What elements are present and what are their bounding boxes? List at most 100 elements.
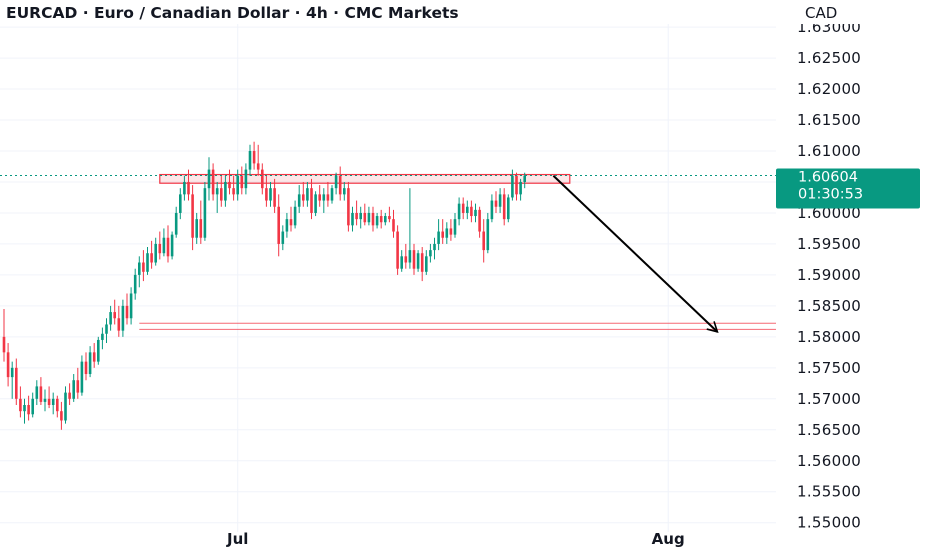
- candle[interactable]: [470, 200, 473, 223]
- candle[interactable]: [445, 222, 449, 244]
- candle[interactable]: [72, 374, 75, 402]
- candles-layer[interactable]: [2, 141, 526, 430]
- candle[interactable]: [236, 169, 239, 201]
- candle[interactable]: [31, 392, 34, 418]
- candle[interactable]: [47, 386, 51, 409]
- candle[interactable]: [211, 163, 215, 201]
- candle[interactable]: [215, 181, 219, 213]
- candle[interactable]: [281, 225, 285, 251]
- candle[interactable]: [113, 299, 116, 325]
- candle[interactable]: [265, 175, 268, 207]
- candle[interactable]: [252, 141, 256, 170]
- candle[interactable]: [23, 398, 26, 424]
- candle[interactable]: [10, 361, 14, 399]
- candle[interactable]: [297, 185, 301, 213]
- candle[interactable]: [64, 386, 67, 424]
- candle[interactable]: [35, 380, 39, 405]
- candle[interactable]: [138, 256, 141, 288]
- candle[interactable]: [466, 200, 469, 220]
- candle[interactable]: [478, 206, 481, 238]
- candle[interactable]: [302, 181, 305, 207]
- candle[interactable]: [343, 181, 346, 201]
- time-axis[interactable]: Jul Aug: [226, 530, 685, 548]
- candle[interactable]: [195, 212, 198, 244]
- candle[interactable]: [408, 188, 412, 269]
- candle[interactable]: [220, 175, 223, 207]
- candle[interactable]: [519, 178, 522, 201]
- candle[interactable]: [109, 305, 112, 331]
- candle[interactable]: [375, 212, 379, 229]
- candle[interactable]: [60, 401, 63, 430]
- candle[interactable]: [232, 175, 235, 201]
- candle[interactable]: [133, 268, 137, 300]
- candle[interactable]: [482, 219, 485, 263]
- candle[interactable]: [146, 247, 149, 275]
- candle[interactable]: [486, 212, 490, 254]
- candle[interactable]: [416, 250, 420, 272]
- candle[interactable]: [502, 188, 506, 226]
- candle[interactable]: [318, 185, 321, 207]
- candle[interactable]: [105, 318, 108, 344]
- candle[interactable]: [80, 355, 84, 396]
- candle[interactable]: [347, 181, 350, 232]
- candle[interactable]: [511, 169, 514, 201]
- candle[interactable]: [273, 178, 276, 213]
- candle[interactable]: [256, 144, 260, 176]
- candle[interactable]: [420, 247, 424, 282]
- candle[interactable]: [392, 209, 395, 238]
- candle[interactable]: [429, 243, 432, 263]
- candle[interactable]: [306, 181, 309, 207]
- candle[interactable]: [187, 169, 190, 201]
- candle[interactable]: [88, 346, 92, 378]
- candle[interactable]: [269, 181, 272, 207]
- candle[interactable]: [453, 212, 457, 238]
- candle[interactable]: [355, 200, 358, 226]
- candle[interactable]: [92, 343, 96, 368]
- candle[interactable]: [261, 163, 264, 195]
- candle[interactable]: [199, 200, 203, 244]
- candle[interactable]: [191, 185, 194, 251]
- candle[interactable]: [326, 181, 330, 207]
- candle[interactable]: [523, 172, 526, 189]
- candle[interactable]: [166, 225, 170, 263]
- candle[interactable]: [101, 327, 104, 350]
- candle[interactable]: [441, 219, 444, 244]
- candle[interactable]: [121, 299, 125, 337]
- candle[interactable]: [515, 172, 518, 201]
- candle[interactable]: [19, 386, 22, 418]
- candle[interactable]: [68, 383, 71, 405]
- candle[interactable]: [289, 206, 293, 232]
- candle[interactable]: [6, 343, 10, 387]
- candle[interactable]: [474, 203, 477, 223]
- candle[interactable]: [367, 206, 371, 226]
- candle[interactable]: [310, 178, 313, 220]
- candle[interactable]: [494, 191, 498, 213]
- candle[interactable]: [449, 219, 453, 241]
- candle[interactable]: [43, 389, 47, 412]
- candle[interactable]: [174, 206, 178, 238]
- candle[interactable]: [359, 206, 362, 229]
- candle[interactable]: [51, 392, 55, 415]
- candle[interactable]: [363, 203, 367, 226]
- candle[interactable]: [400, 250, 403, 272]
- candle[interactable]: [224, 175, 227, 207]
- candle[interactable]: [437, 219, 440, 251]
- candle[interactable]: [248, 144, 252, 176]
- candle[interactable]: [351, 206, 354, 232]
- candle[interactable]: [396, 225, 399, 275]
- candle[interactable]: [425, 250, 428, 275]
- candle[interactable]: [129, 287, 133, 325]
- candle[interactable]: [507, 194, 510, 223]
- candle[interactable]: [314, 191, 317, 217]
- candle[interactable]: [330, 185, 334, 204]
- candle[interactable]: [371, 206, 375, 232]
- candle[interactable]: [457, 197, 461, 226]
- candle[interactable]: [117, 305, 121, 337]
- candle[interactable]: [183, 175, 186, 201]
- candle[interactable]: [150, 240, 153, 269]
- candle[interactable]: [384, 212, 387, 226]
- candle[interactable]: [412, 243, 416, 275]
- candle[interactable]: [228, 169, 231, 195]
- candle[interactable]: [277, 194, 280, 257]
